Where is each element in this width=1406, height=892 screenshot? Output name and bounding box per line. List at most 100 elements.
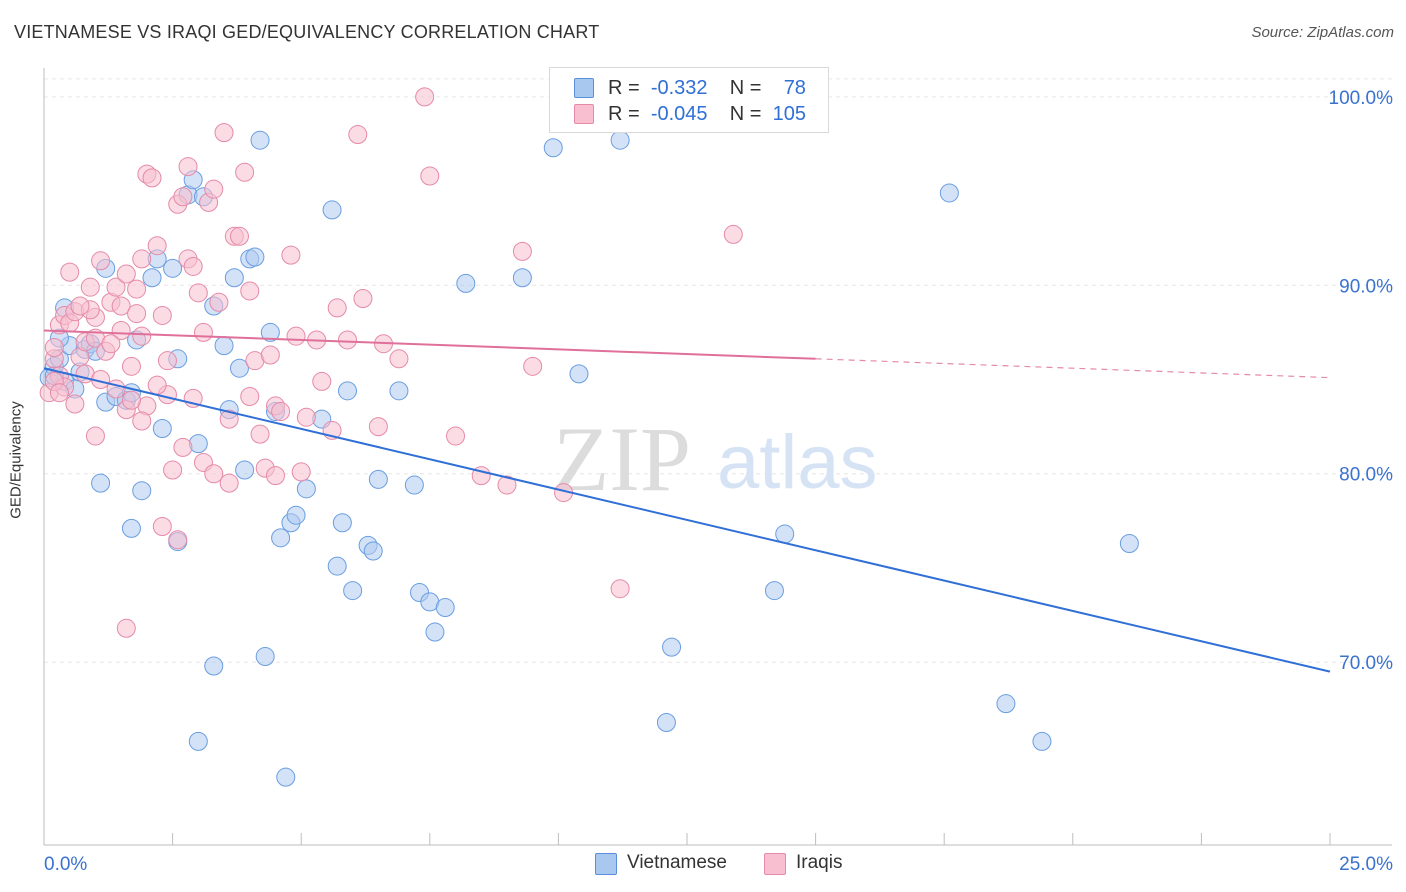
- data-point: [250, 424, 270, 444]
- legend-r-label: R =: [608, 77, 640, 99]
- data-point: [276, 767, 296, 787]
- data-point: [296, 407, 316, 427]
- data-point: [127, 304, 147, 324]
- data-point: [80, 277, 100, 297]
- data-point: [152, 305, 172, 325]
- data-point: [163, 460, 183, 480]
- legend-n-value: 78: [783, 77, 806, 99]
- data-point: [240, 281, 260, 301]
- data-point: [656, 713, 676, 733]
- data-point: [193, 322, 213, 342]
- bottom-legend-label: Iraqis: [796, 852, 843, 873]
- data-point: [229, 226, 249, 246]
- data-point: [389, 381, 409, 401]
- y-tick-label: 100.0%: [1329, 88, 1394, 109]
- chart-title: VIETNAMESE VS IRAQI GED/EQUIVALENCY CORR…: [14, 22, 600, 42]
- data-point: [173, 437, 193, 457]
- data-point: [250, 130, 270, 150]
- data-point: [512, 241, 532, 261]
- data-point: [65, 394, 85, 414]
- data-point: [85, 426, 105, 446]
- data-point: [569, 364, 589, 384]
- legend-n-label: N =: [729, 103, 762, 125]
- data-point: [610, 130, 630, 150]
- bottom-legend-swatch-vietnamese: [595, 853, 617, 875]
- data-point: [121, 356, 141, 376]
- bottom-legend-swatch-iraqis: [764, 853, 786, 875]
- data-point: [435, 598, 455, 618]
- data-point: [389, 349, 409, 369]
- bottom-legend-label: Vietnamese: [627, 852, 727, 873]
- data-point: [91, 251, 111, 271]
- data-point: [775, 524, 795, 544]
- data-point: [157, 351, 177, 371]
- y-axis-label: GED/Equivalency: [7, 401, 25, 519]
- data-point: [101, 334, 121, 354]
- data-point: [446, 426, 466, 446]
- data-point: [91, 473, 111, 493]
- data-point: [142, 168, 162, 188]
- data-point: [996, 694, 1016, 714]
- data-point: [281, 245, 301, 265]
- data-point: [70, 296, 90, 316]
- data-point: [312, 371, 332, 391]
- data-point: [121, 518, 141, 538]
- data-point: [49, 383, 69, 403]
- data-point: [271, 402, 291, 422]
- axes: [43, 68, 1392, 846]
- data-point: [260, 345, 280, 365]
- x-tick-labels: 0.0% 25.0%: [44, 854, 1393, 875]
- trend-line-dashed: [815, 358, 1331, 379]
- data-point: [368, 469, 388, 489]
- data-point: [106, 379, 126, 399]
- y-tick-label: 80.0%: [1339, 465, 1393, 486]
- watermark-zip: ZIP: [553, 408, 691, 510]
- data-point: [44, 337, 64, 357]
- data-point: [229, 358, 249, 378]
- data-point: [337, 330, 357, 350]
- data-point: [348, 125, 368, 145]
- data-point: [327, 298, 347, 318]
- data-point: [178, 157, 198, 177]
- trend-line-solid: [43, 367, 1331, 673]
- data-point: [163, 258, 183, 278]
- data-point: [245, 247, 265, 267]
- data-point: [132, 249, 152, 269]
- data-point: [173, 187, 193, 207]
- data-point: [152, 419, 172, 439]
- y-tick-label: 90.0%: [1339, 276, 1393, 297]
- data-point: [255, 647, 275, 667]
- data-point: [168, 530, 188, 550]
- y-tick-labels: 70.0% 80.0% 90.0% 100.0%: [1329, 88, 1394, 674]
- data-point: [224, 268, 244, 288]
- data-point: [456, 273, 476, 293]
- legend-r-label: R =: [608, 103, 640, 125]
- data-point: [523, 356, 543, 376]
- data-point: [543, 138, 563, 158]
- legend-swatch-iraqis: [574, 104, 594, 124]
- data-point: [404, 475, 424, 495]
- data-point: [111, 296, 131, 316]
- data-point: [286, 326, 306, 346]
- data-point: [291, 462, 311, 482]
- legend-n-label: N =: [729, 77, 762, 99]
- legend-swatch-vietnamese: [574, 78, 594, 98]
- data-point: [132, 411, 152, 431]
- data-point: [152, 517, 172, 537]
- stats-legend: R = -0.332 N = 78 R = -0.045 N = 105: [549, 67, 829, 133]
- data-point: [60, 262, 80, 282]
- data-point: [204, 179, 224, 199]
- x-tick-label: 0.0%: [44, 854, 87, 875]
- data-point: [662, 637, 682, 657]
- data-point: [219, 409, 239, 429]
- data-point: [219, 473, 239, 493]
- watermark-atlas: atlas: [717, 420, 878, 505]
- watermark: ZIP atlas: [553, 408, 878, 510]
- trend-line-solid: [43, 329, 816, 360]
- data-point: [132, 481, 152, 501]
- data-point: [147, 375, 167, 395]
- data-point: [353, 288, 373, 308]
- data-point: [260, 322, 280, 342]
- data-point: [121, 390, 141, 410]
